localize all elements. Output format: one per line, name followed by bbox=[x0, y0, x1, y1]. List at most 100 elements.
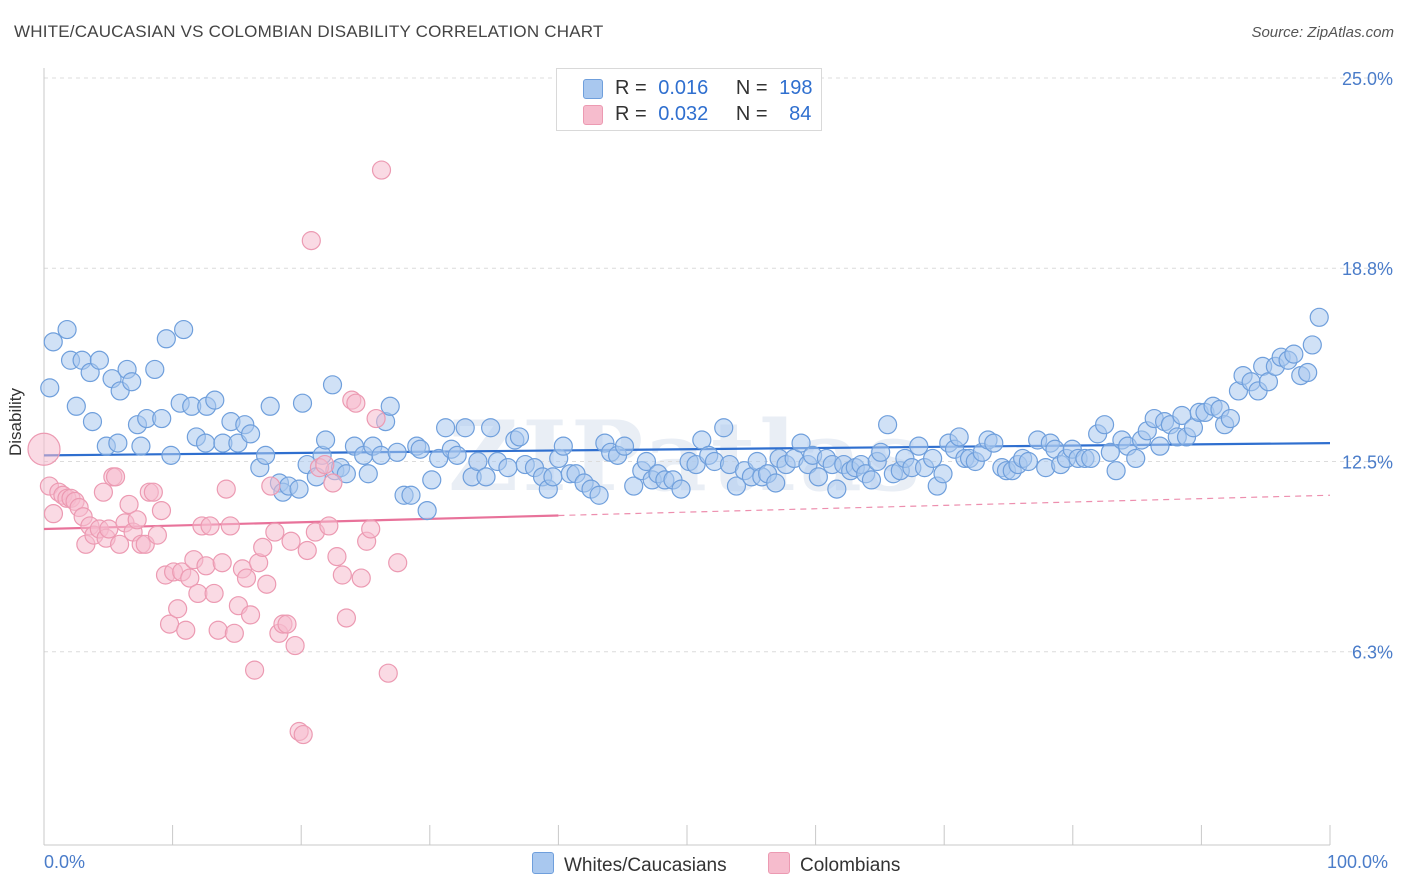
point-whites bbox=[714, 418, 734, 438]
series-legend-label: Whites/Caucasians bbox=[564, 855, 727, 876]
point-whites bbox=[131, 436, 151, 456]
point-colombians bbox=[371, 160, 392, 180]
point-colombians bbox=[119, 494, 139, 515]
point-colombians bbox=[143, 482, 163, 502]
point-whites bbox=[240, 424, 261, 444]
point-whites bbox=[1094, 415, 1115, 435]
series-legend: Whites/Caucasians Colombians bbox=[0, 852, 1406, 878]
point-whites bbox=[589, 485, 609, 505]
point-whites bbox=[933, 464, 953, 484]
point-whites bbox=[923, 448, 943, 469]
point-colombians bbox=[332, 565, 352, 585]
trend-line-colombians-projection bbox=[558, 494, 1331, 517]
point-whites bbox=[949, 427, 969, 447]
legend-swatch-blue bbox=[583, 79, 603, 99]
point-colombians bbox=[366, 408, 386, 429]
point-whites bbox=[387, 442, 407, 462]
point-colombians bbox=[43, 504, 64, 524]
legend-r-value: 0.032 bbox=[658, 103, 709, 125]
point-whites bbox=[380, 396, 400, 416]
point-whites bbox=[436, 418, 456, 438]
point-colombians bbox=[168, 599, 188, 619]
point-whites bbox=[481, 418, 501, 438]
point-whites bbox=[455, 418, 475, 438]
chart-title: WHITE/CAUCASIAN VS COLOMBIAN DISABILITY … bbox=[14, 22, 604, 41]
point-whites bbox=[152, 408, 172, 429]
point-colombians bbox=[293, 724, 313, 745]
point-colombians bbox=[180, 568, 200, 588]
point-whites bbox=[292, 393, 313, 413]
legend-r-label: R = bbox=[615, 77, 647, 99]
point-whites bbox=[82, 412, 103, 432]
legend-n-value: 198 bbox=[779, 77, 813, 99]
point-colombians bbox=[323, 473, 343, 493]
point-colombians bbox=[105, 467, 126, 487]
series-legend-label: Colombians bbox=[800, 855, 901, 876]
chart-source: Source: ZipAtlas.com bbox=[1251, 24, 1394, 41]
point-whites bbox=[371, 445, 391, 465]
point-whites bbox=[322, 375, 343, 395]
point-whites bbox=[671, 479, 691, 499]
series-legend-colombians[interactable]: Colombians bbox=[768, 852, 900, 877]
point-colombians bbox=[261, 476, 281, 496]
point-whites bbox=[808, 467, 828, 487]
point-colombians bbox=[285, 635, 305, 656]
point-whites bbox=[122, 372, 142, 392]
point-whites bbox=[766, 473, 786, 493]
point-whites bbox=[289, 479, 309, 499]
point-whites bbox=[205, 390, 225, 410]
point-whites bbox=[1298, 362, 1318, 383]
point-colombians bbox=[336, 608, 356, 628]
point-whites bbox=[909, 436, 929, 456]
point-whites bbox=[614, 436, 635, 456]
point-colombians bbox=[315, 454, 335, 475]
point-whites bbox=[861, 470, 882, 490]
legend-n-value: 84 bbox=[789, 103, 812, 125]
y-tick-labels: 6.3% 12.5% 18.8% 25.0% bbox=[1342, 69, 1393, 663]
point-whites bbox=[447, 445, 467, 465]
point-whites bbox=[1018, 451, 1039, 472]
point-colombians bbox=[99, 519, 119, 539]
point-colombians bbox=[327, 547, 347, 567]
point-whites bbox=[871, 442, 891, 462]
point-colombians bbox=[301, 231, 321, 251]
point-colombians bbox=[196, 556, 216, 576]
point-colombians bbox=[346, 393, 366, 413]
point-whites bbox=[468, 451, 488, 472]
y-tick-label: 12.5% bbox=[1342, 453, 1393, 473]
point-colombians bbox=[224, 623, 244, 643]
point-colombians bbox=[281, 531, 301, 551]
series-swatch-pink bbox=[768, 852, 790, 874]
point-whites bbox=[174, 319, 194, 340]
point-whites bbox=[260, 396, 280, 416]
point-whites bbox=[401, 485, 421, 505]
point-whites bbox=[1150, 436, 1170, 456]
point-whites bbox=[636, 451, 657, 472]
point-whites bbox=[195, 433, 216, 453]
point-whites bbox=[726, 476, 747, 496]
point-colombians bbox=[147, 525, 167, 545]
point-whites bbox=[1100, 442, 1120, 462]
y-tick-label: 6.3% bbox=[1352, 643, 1393, 663]
series-legend-whites[interactable]: Whites/Caucasians bbox=[532, 852, 727, 877]
point-whites bbox=[57, 319, 77, 340]
point-whites bbox=[1284, 344, 1304, 364]
point-colombians bbox=[220, 516, 240, 536]
point-whites bbox=[43, 332, 63, 352]
y-tick-label: 18.8% bbox=[1342, 259, 1393, 279]
legend-text-whites: R = 0.016 N = 198 bbox=[615, 77, 813, 100]
point-colombians bbox=[208, 620, 228, 640]
point-colombians bbox=[27, 432, 61, 466]
x-tick-label-max: 100.0% bbox=[1327, 852, 1389, 872]
point-colombians bbox=[240, 605, 261, 625]
x-tick-label-min: 0.0% bbox=[44, 852, 86, 872]
point-whites bbox=[509, 427, 530, 447]
point-whites bbox=[40, 378, 60, 398]
point-colombians bbox=[297, 540, 317, 561]
point-whites bbox=[1081, 448, 1101, 469]
point-whites bbox=[624, 476, 644, 496]
point-colombians bbox=[204, 583, 224, 604]
point-whites bbox=[1220, 408, 1240, 429]
point-whites bbox=[161, 445, 181, 465]
point-whites bbox=[89, 350, 109, 370]
